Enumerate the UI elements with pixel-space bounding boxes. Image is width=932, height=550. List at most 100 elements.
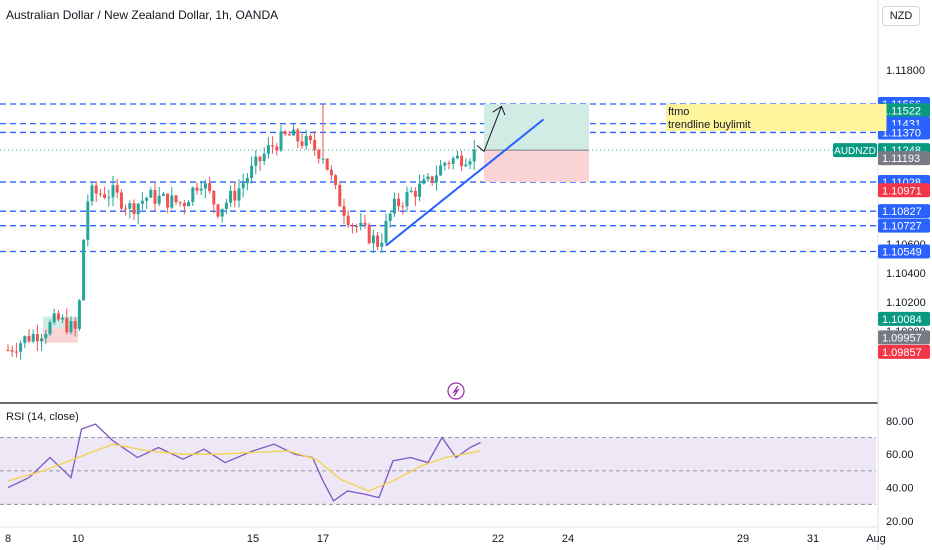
candle-body <box>119 192 123 209</box>
candle-body <box>342 206 346 216</box>
old-loss-zone <box>43 328 78 343</box>
candle-body <box>262 153 266 162</box>
candle-body <box>405 192 409 207</box>
candle-body <box>69 321 73 333</box>
candle-body <box>283 131 287 135</box>
candle-body <box>279 131 283 151</box>
candle-body <box>136 203 140 215</box>
candle-body <box>115 185 119 193</box>
candle-body <box>216 204 220 217</box>
candle-body <box>241 183 245 189</box>
candle-body <box>304 135 308 146</box>
candle-body <box>73 321 77 329</box>
time-tick-label: 17 <box>317 533 329 545</box>
candle-body <box>409 191 413 193</box>
price-label-tag <box>878 204 930 219</box>
candle-body <box>203 183 207 189</box>
note-background <box>666 104 887 131</box>
time-tick-label: 15 <box>247 533 259 545</box>
candle-body <box>86 201 90 240</box>
candle-body <box>451 158 455 164</box>
candle-body <box>166 193 170 208</box>
projection-arrow <box>476 106 502 153</box>
candle-body <box>132 203 136 215</box>
candle-body <box>334 175 338 186</box>
candle-body <box>77 300 81 329</box>
time-tick-label: 10 <box>72 533 84 545</box>
candle-body <box>14 351 18 353</box>
candle-body <box>229 190 233 203</box>
price-label-text: 1.11193 <box>882 153 920 165</box>
note-text: trendline buylimit <box>668 119 751 131</box>
candle-body <box>98 193 102 195</box>
time-tick-label: 22 <box>492 533 504 545</box>
lightning-bolt <box>452 385 460 397</box>
candle-body <box>447 162 451 164</box>
price-label-text: 1.10084 <box>882 314 922 326</box>
candle-body <box>182 203 186 207</box>
price-label-tag <box>878 244 930 259</box>
candle-body <box>266 145 270 154</box>
candle-body <box>19 343 23 352</box>
candle-body <box>418 183 422 197</box>
price-label-text: 1.09957 <box>882 332 922 344</box>
candle-body <box>434 175 438 183</box>
candle-body <box>287 134 291 136</box>
candle-body <box>363 222 367 225</box>
price-label-text: 1.10971 <box>882 185 922 197</box>
price-label-tag <box>878 344 930 359</box>
candle-body <box>107 197 111 199</box>
loss-zone <box>484 150 589 183</box>
candle-body <box>367 224 371 244</box>
candle-body <box>23 336 27 344</box>
candle-body <box>308 135 312 141</box>
currency-button[interactable]: NZD <box>882 6 920 26</box>
price-label-tag <box>878 330 930 345</box>
candle-body <box>250 165 254 179</box>
price-label-tag <box>878 311 930 326</box>
candle-body <box>321 158 325 160</box>
candle-body <box>94 185 98 194</box>
axes: 1.118001.106001.104001.102001.1000020.00… <box>5 65 926 545</box>
candle-body <box>468 161 472 165</box>
trendline <box>385 118 545 247</box>
candle-body <box>346 215 350 226</box>
candle-body <box>56 313 60 320</box>
candle-body <box>44 334 48 339</box>
candle-body <box>439 165 443 176</box>
price-label-text: 1.09857 <box>882 347 922 359</box>
candle-body <box>65 317 69 333</box>
candle-body <box>376 235 380 247</box>
candle-body <box>187 201 191 207</box>
candle-body <box>233 190 237 201</box>
time-tick-label: Aug <box>866 533 886 545</box>
note-text: ftmo <box>668 106 689 118</box>
symbol-tag-text: AUDNZD <box>834 146 876 157</box>
candle-body <box>430 176 434 183</box>
rsi-label: RSI (14, close) <box>6 411 79 423</box>
price-label-tag <box>878 103 930 118</box>
candle-body <box>10 350 14 352</box>
candle-body <box>27 336 31 342</box>
candle-body <box>149 189 153 198</box>
chart-title: Australian Dollar / New Zealand Dollar, … <box>6 8 279 22</box>
candle-body <box>359 222 363 227</box>
candle-body <box>90 185 94 202</box>
price-label-text: 1.10727 <box>882 221 922 233</box>
rsi-tick-label: 60.00 <box>886 449 914 461</box>
profit-zone <box>484 104 589 151</box>
price-label-text: 1.11370 <box>882 127 921 139</box>
candle-body <box>31 334 35 342</box>
price-label-text: 1.10827 <box>882 206 922 218</box>
candle-body <box>254 156 258 166</box>
candle-body <box>191 187 195 202</box>
arrow-head-icon <box>492 105 506 116</box>
candle-body <box>224 202 228 209</box>
candle-body <box>355 226 359 228</box>
candle-body <box>208 183 212 191</box>
candle-body <box>317 150 321 159</box>
candle-body <box>82 239 86 301</box>
candle-body <box>292 129 296 136</box>
candle-body <box>258 156 262 162</box>
